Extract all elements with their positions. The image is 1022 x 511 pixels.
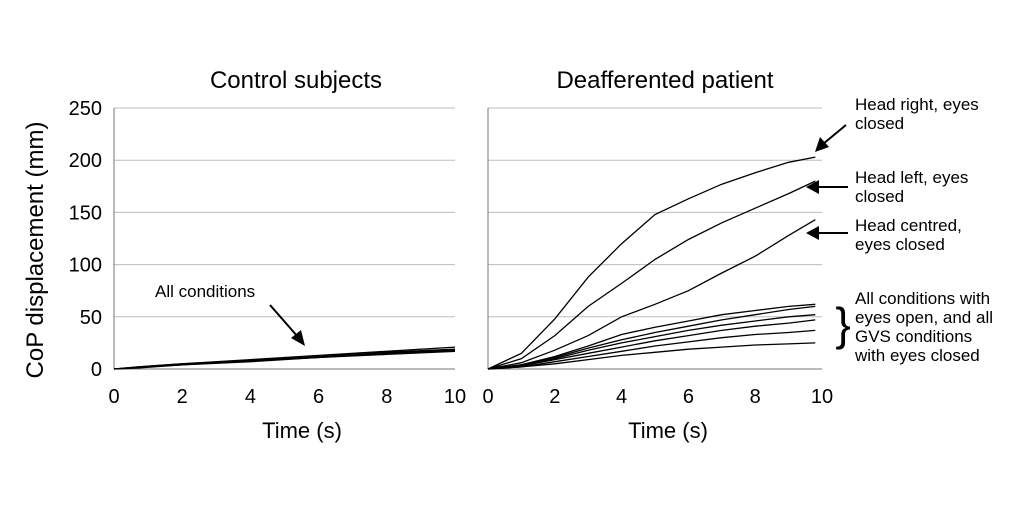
head-right-arrow-icon <box>815 124 847 152</box>
control-x-tick-label: 10 <box>444 386 466 408</box>
control-panel: 0 50 100 150 200 250 0 2 4 6 8 10 All conditions <box>69 98 467 408</box>
all-conditions-arrow-icon <box>269 304 305 346</box>
control-x-axis-label: Time (s) <box>262 418 342 443</box>
head-centred-annotation: Head centred, eyes closed <box>855 216 967 254</box>
control-x-ticks: 0 2 4 6 8 10 <box>108 386 466 408</box>
y-axis-label: CoP displacement (mm) <box>22 122 49 379</box>
y-tick-label: 100 <box>69 255 102 277</box>
patient-series-line-8 <box>487 329 816 370</box>
head-right-annotation: Head right, eyes closed <box>855 95 984 133</box>
patient-series-line-9 <box>487 342 816 370</box>
y-tick-label: 150 <box>69 202 102 224</box>
patient-gridlines <box>488 107 822 370</box>
head-left-arrow-icon <box>806 180 848 194</box>
bracket-icon: } <box>835 298 850 350</box>
patient-series-line-3 <box>487 219 816 370</box>
control-series-line-4 <box>113 350 456 370</box>
control-gridlines <box>114 107 455 370</box>
control-x-tick-label: 0 <box>108 386 119 408</box>
y-tick-label: 50 <box>80 307 102 329</box>
patient-series-line-1 <box>487 156 816 370</box>
patient-x-ticks: 0 2 4 6 8 10 <box>482 386 833 408</box>
patient-panel-title: Deafferented patient <box>556 67 773 94</box>
control-x-tick-label: 6 <box>313 386 324 408</box>
control-series-group <box>113 346 456 370</box>
patient-series-group <box>487 156 816 370</box>
control-x-tick-label: 8 <box>381 386 392 408</box>
y-tick-label: 0 <box>91 359 102 381</box>
patient-x-axis-label: Time (s) <box>628 418 708 443</box>
y-tick-label: 200 <box>69 150 102 172</box>
y-tick-label: 250 <box>69 98 102 120</box>
patient-x-tick-label: 6 <box>683 386 694 408</box>
patient-series-line-7 <box>487 319 816 370</box>
control-panel-title: Control subjects <box>210 67 382 94</box>
patient-x-tick-label: 0 <box>482 386 493 408</box>
patient-series-line-5 <box>487 305 816 370</box>
patient-series-line-2 <box>487 180 816 370</box>
patient-x-tick-label: 2 <box>549 386 560 408</box>
patient-x-tick-label: 8 <box>750 386 761 408</box>
patient-panel: 0 2 4 6 8 10 Head right, eyes closed Head lef… <box>482 95 998 408</box>
all-conditions-annotation: All conditions <box>155 282 255 301</box>
patient-series-line-4 <box>487 303 816 370</box>
eyes-open-gvs-annotation: All conditions with eyes open, and all G… <box>854 289 998 365</box>
head-centred-arrow-icon <box>806 226 848 240</box>
patient-x-tick-label: 10 <box>811 386 833 408</box>
control-x-tick-label: 2 <box>177 386 188 408</box>
control-y-ticks: 0 50 100 150 200 250 <box>69 98 102 381</box>
control-x-tick-label: 4 <box>245 386 256 408</box>
patient-series-line-6 <box>487 314 816 370</box>
head-left-annotation: Head left, eyes closed <box>855 168 973 206</box>
patient-x-tick-label: 4 <box>616 386 627 408</box>
